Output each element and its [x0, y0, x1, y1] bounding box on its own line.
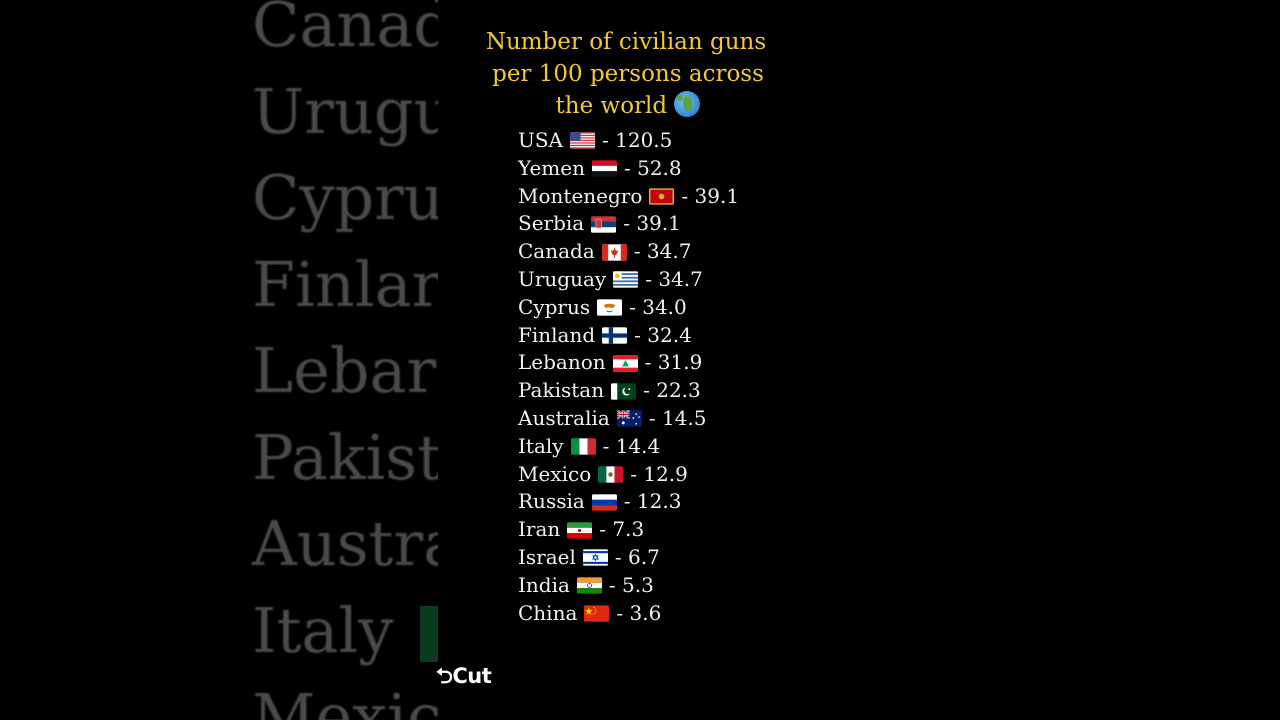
country-name: Russia — [518, 489, 585, 514]
flag-yemen-icon — [591, 160, 617, 177]
video-frame: Number of civilian guns per 100 persons … — [438, 0, 818, 720]
list-item: Canada 34.7 — [518, 238, 739, 266]
gun-rate-value: 32.4 — [634, 322, 692, 350]
country-name: Mexico — [518, 461, 592, 486]
list-item: India 5.3 — [518, 572, 739, 600]
capcut-watermark: ⮌Cut — [436, 662, 492, 697]
list-item: Yemen 52.8 — [518, 155, 739, 183]
country-name: Israel — [518, 544, 576, 569]
country-name: Yemen — [518, 155, 585, 180]
title-line-1: Number of civilian guns — [485, 29, 767, 55]
title-line-2: per 100 persons across — [492, 61, 764, 87]
gun-rate-value: 34.7 — [634, 238, 692, 266]
gun-rate-value: 3.6 — [616, 600, 662, 628]
blurred-name: Pakist — [252, 420, 438, 494]
globe-africa-icon — [674, 91, 701, 117]
gun-rate-value: 12.9 — [630, 461, 688, 489]
country-name: Australia — [518, 405, 610, 430]
flag-cyprus-icon — [597, 299, 623, 316]
flag-serbia-icon — [591, 216, 617, 233]
gun-rate-value: 7.3 — [599, 516, 644, 544]
country-name: Iran — [518, 517, 561, 542]
country-name: Montenegro — [518, 183, 643, 208]
flag-uruguay-icon — [613, 271, 639, 289]
country-list: USA 120.5 Yemen 52.8 Montenegro 39.1 Ser… — [518, 127, 739, 627]
list-item: Finland 32.4 — [518, 322, 739, 350]
list-item: China 3.6 — [518, 600, 739, 628]
blurred-name: Cypru — [252, 161, 438, 234]
gun-rate-value: 52.8 — [624, 155, 682, 183]
list-item: Iran 7.3 — [518, 516, 739, 544]
gun-rate-value: 5.3 — [609, 572, 654, 600]
blurred-name: Mexic — [252, 680, 438, 720]
gun-rate-value: 14.4 — [603, 433, 661, 461]
title-line-3-text: the world — [555, 93, 668, 119]
gun-rate-value: 6.7 — [615, 544, 660, 572]
flag-iran-icon — [567, 521, 593, 539]
list-item: Lebanon 31.9 — [518, 349, 739, 377]
list-item: Italy 14.4 — [518, 433, 739, 461]
list-item: Cyprus 34.0 — [518, 294, 739, 322]
blurred-name: Austra — [252, 507, 438, 580]
capcut-logo-icon: ⮌ — [436, 664, 453, 688]
list-item: Israel 6.7 — [518, 544, 739, 572]
blurred-flag-italy-icon — [420, 606, 438, 662]
country-name: Cyprus — [518, 294, 591, 319]
country-name: Canada — [518, 239, 595, 264]
gun-rate-value: 34.7 — [645, 266, 703, 294]
list-item: Mexico 12.9 — [518, 461, 739, 489]
title-line-3: the world — [438, 90, 818, 122]
flag-lebanon-icon — [612, 355, 638, 372]
blurred-name: Italy — [252, 593, 394, 667]
blurred-name: Urugu — [252, 74, 438, 148]
country-name: China — [518, 600, 578, 625]
watermark-text: Cut — [452, 664, 492, 688]
flag-china-icon — [584, 605, 610, 622]
gun-rate-value: 12.3 — [624, 488, 682, 516]
gun-rate-value: 31.9 — [645, 349, 703, 377]
country-name: Lebanon — [518, 350, 606, 375]
flag-mexico-icon — [598, 466, 624, 483]
flag-pakistan-icon — [611, 382, 637, 400]
gun-rate-value: 34.0 — [629, 294, 687, 322]
flag-israel-icon — [582, 549, 608, 567]
gun-rate-value: 39.1 — [681, 183, 740, 211]
list-item: Montenegro 39.1 — [518, 183, 739, 211]
flag-italy-icon — [570, 438, 596, 455]
country-name: USA — [518, 128, 563, 152]
blurred-background-list: Canad Urugu Cypru Finlar Lebar Pakist Au… — [252, 0, 438, 720]
country-name: Finland — [518, 322, 596, 347]
country-name: Serbia — [518, 211, 585, 236]
gun-rate-value: 39.1 — [623, 210, 681, 238]
blurred-name: Finlar — [252, 247, 438, 321]
blurred-name: Lebar — [252, 334, 437, 407]
country-name: Italy — [518, 433, 564, 458]
gun-rate-value: 14.5 — [649, 405, 707, 433]
flag-australia-icon — [616, 410, 642, 428]
country-name: Uruguay — [518, 266, 607, 291]
list-item: Serbia 39.1 — [518, 210, 739, 238]
list-item: Russia 12.3 — [518, 488, 739, 516]
flag-russia-icon — [591, 494, 617, 511]
flag-india-icon — [576, 577, 602, 594]
gun-rate-value: 120.5 — [602, 127, 672, 155]
blurred-background-panel: Canad Urugu Cypru Finlar Lebar Pakist Au… — [0, 0, 438, 720]
page-title: Number of civilian guns per 100 persons … — [438, 26, 818, 122]
list-item: Australia 14.5 — [518, 405, 739, 433]
flag-canada-icon — [601, 243, 627, 261]
list-item: Pakistan 22.3 — [518, 377, 739, 405]
list-item: USA 120.5 — [518, 127, 739, 155]
flag-finland-icon — [602, 327, 628, 344]
country-name: India — [518, 572, 570, 597]
flag-usa-icon — [570, 132, 595, 150]
flag-montenegro-icon — [649, 188, 675, 205]
blurred-name: Canad — [252, 0, 438, 61]
gun-rate-value: 22.3 — [643, 377, 701, 405]
country-name: Pakistan — [518, 378, 605, 403]
list-item: Uruguay 34.7 — [518, 266, 739, 294]
